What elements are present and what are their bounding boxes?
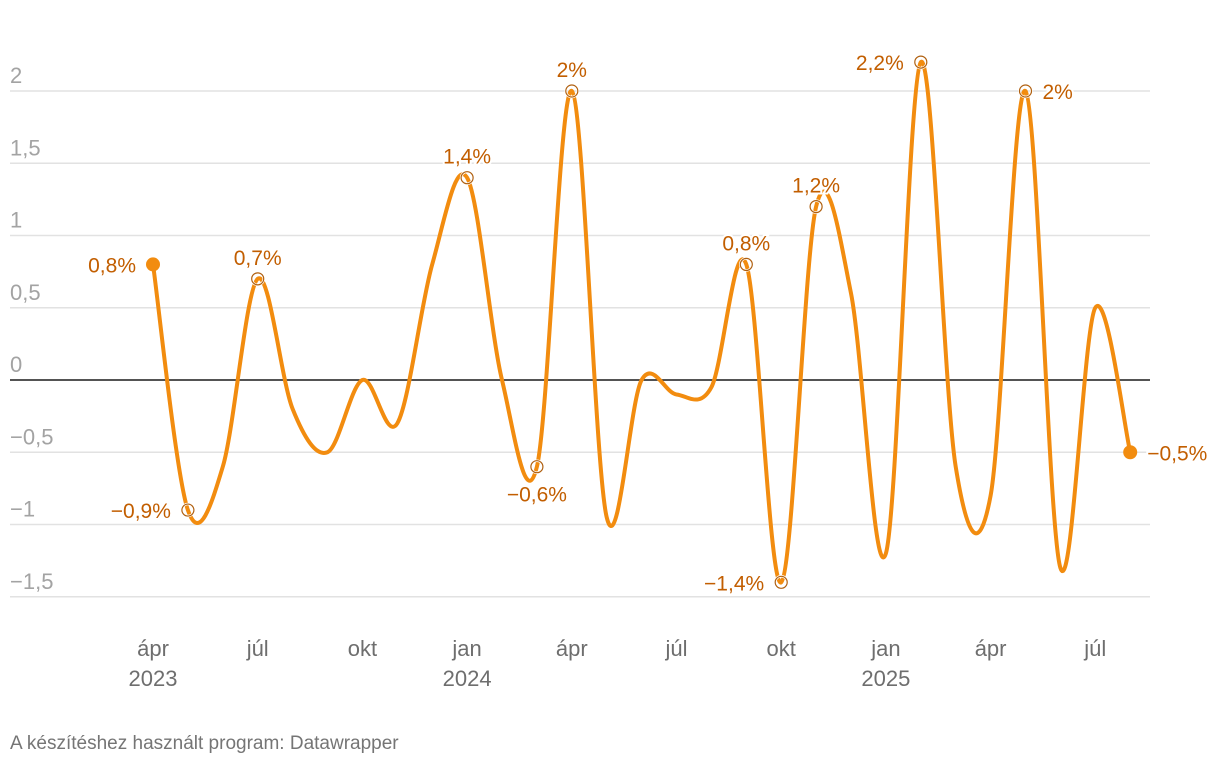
x-tick-label: júl bbox=[246, 636, 269, 661]
data-label: 0,8% bbox=[722, 232, 770, 255]
gridlines bbox=[10, 90, 1150, 598]
x-tick-label: ápr bbox=[975, 636, 1007, 661]
x-tick-label: okt bbox=[348, 636, 377, 661]
y-tick-label: 1 bbox=[10, 208, 22, 233]
point-marker bbox=[530, 460, 544, 474]
data-label: −0,9% bbox=[111, 500, 171, 523]
data-label: 1,4% bbox=[443, 146, 491, 169]
data-label: 2,2% bbox=[856, 52, 904, 75]
data-label: 2% bbox=[557, 59, 587, 82]
point-marker bbox=[251, 272, 265, 286]
series-line-layer bbox=[151, 60, 1133, 585]
point-marker bbox=[1018, 84, 1033, 98]
y-axis-ticks: 2 1,5 1 0,5 0 −0,5 −1 −1,5 bbox=[10, 63, 53, 594]
endpoint-marker bbox=[1123, 445, 1138, 460]
data-labels: 0,8% −0,9% 0,7% 1,4% −0,6% 2% 0,8% −1,4% 1,2% 2,2… bbox=[86, 50, 1209, 597]
data-label: −1,4% bbox=[704, 572, 764, 595]
point-marker bbox=[181, 503, 195, 517]
x-tick-label: ápr bbox=[556, 636, 588, 661]
data-label: 0,8% bbox=[88, 254, 136, 277]
data-label: −0,5% bbox=[1147, 442, 1207, 465]
y-tick-label: −0,5 bbox=[10, 424, 53, 449]
x-axis-ticks: ápr 2023 júl okt jan 2024 ápr júl okt jan 2025 ápr j… bbox=[129, 636, 1107, 691]
point-marker bbox=[809, 200, 823, 214]
point-marker bbox=[460, 171, 474, 185]
x-tick-label: júl bbox=[1083, 636, 1106, 661]
data-label: 1,2% bbox=[792, 175, 840, 198]
x-tick-label: jan bbox=[870, 636, 900, 661]
x-tick-label: júl bbox=[664, 636, 687, 661]
point-marker bbox=[739, 257, 753, 271]
x-tick-label: jan bbox=[451, 636, 481, 661]
x-tick-label: okt bbox=[767, 636, 796, 661]
y-tick-label: 0,5 bbox=[10, 280, 41, 305]
line-chart: 2 1,5 1 0,5 0 −0,5 −1 −1,5 ápr 2023 júl okt jan 2024… bbox=[10, 50, 1209, 691]
data-label: 0,7% bbox=[234, 247, 282, 270]
point-marker bbox=[774, 575, 788, 589]
endpoint-marker bbox=[146, 257, 160, 272]
x-tick-year: 2024 bbox=[443, 666, 492, 691]
credit-text: A készítéshez használt program: Datawrap… bbox=[10, 733, 399, 754]
series-line bbox=[151, 60, 1133, 585]
data-markers bbox=[146, 54, 1138, 590]
point-marker bbox=[565, 84, 579, 98]
x-tick-year: 2025 bbox=[861, 666, 910, 691]
x-tick-year: 2023 bbox=[129, 666, 178, 691]
point-marker bbox=[914, 55, 928, 69]
y-tick-label: 1,5 bbox=[10, 135, 41, 160]
y-tick-label: −1 bbox=[10, 497, 35, 522]
x-tick-label: ápr bbox=[137, 636, 169, 661]
y-tick-label: 2 bbox=[10, 63, 22, 88]
data-label: 2% bbox=[1043, 81, 1073, 104]
data-label: −0,6% bbox=[507, 484, 567, 507]
y-tick-label: 0 bbox=[10, 352, 22, 377]
y-tick-label: −1,5 bbox=[10, 569, 53, 594]
